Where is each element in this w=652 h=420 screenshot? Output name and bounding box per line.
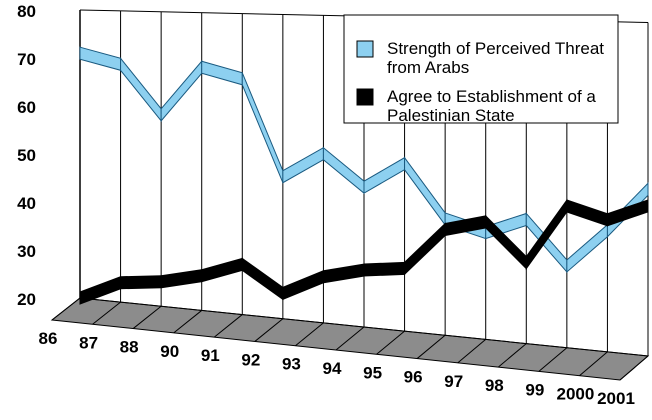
x-tick-label: 87	[79, 333, 98, 352]
series-segment	[283, 271, 324, 300]
legend-label: Agree to Establishment of a	[387, 87, 596, 106]
x-tick-label: 88	[120, 338, 139, 357]
x-tick-label: 96	[404, 368, 423, 387]
x-tick-label: 2000	[557, 385, 595, 404]
y-tick-label: 30	[17, 242, 36, 261]
x-tick-label: 97	[444, 372, 463, 391]
x-tick-label: 91	[201, 346, 220, 365]
series-segment	[323, 264, 364, 283]
series-segment	[202, 258, 243, 281]
legend-swatch	[357, 41, 373, 57]
series-segment	[242, 73, 283, 183]
x-tick-label: 95	[363, 363, 382, 382]
x-tick-label: 99	[525, 380, 544, 399]
series-segment	[567, 225, 608, 272]
series-segment	[323, 148, 364, 193]
x-tick-label: 90	[160, 342, 179, 361]
legend-label: from Arabs	[387, 58, 469, 77]
y-tick-label: 40	[17, 194, 36, 213]
series-segment	[526, 213, 567, 271]
y-axis-ticks: 20 30 40 50 60 70 80	[17, 2, 36, 309]
legend-swatch	[357, 89, 373, 105]
legend-label: Strength of Perceived Threat	[387, 39, 604, 58]
legend-label: Palestinian State	[387, 106, 515, 125]
x-tick-label: 86	[39, 329, 58, 348]
series-segment	[80, 47, 121, 70]
series-segment	[567, 200, 608, 226]
y-tick-label: 80	[17, 2, 36, 21]
series-segment	[405, 158, 446, 225]
y-tick-label: 20	[17, 290, 36, 309]
y-tick-label: 70	[17, 50, 36, 69]
x-tick-label: 2001	[597, 389, 635, 408]
series-segment	[161, 61, 202, 121]
chart-floor	[52, 298, 648, 380]
series-segment	[364, 262, 405, 276]
x-tick-label: 92	[241, 350, 260, 369]
y-tick-label: 50	[17, 146, 36, 165]
series-segment	[121, 58, 162, 121]
x-tick-label: 94	[323, 359, 342, 378]
series-segment	[161, 270, 202, 288]
series-segment	[405, 224, 446, 275]
series-segment	[364, 158, 405, 193]
x-tick-label: 98	[485, 376, 504, 395]
series-segment	[283, 148, 324, 183]
series-segment	[121, 276, 162, 289]
series-segment	[202, 61, 243, 85]
series-segment	[242, 258, 283, 299]
y-tick-label: 60	[17, 98, 36, 117]
x-tick-label: 93	[282, 355, 301, 374]
